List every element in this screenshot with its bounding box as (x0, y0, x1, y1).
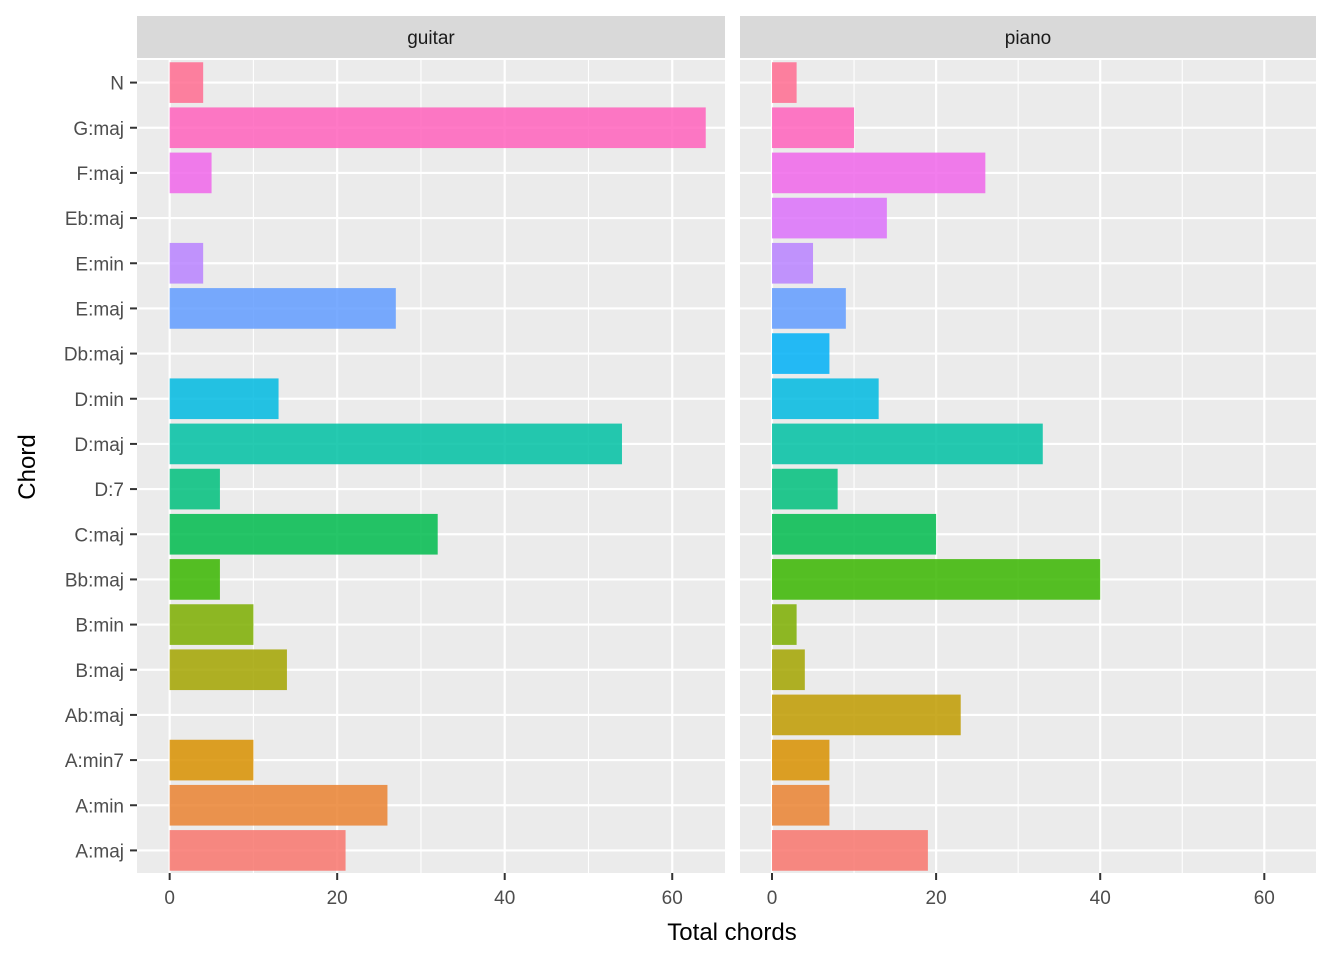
bar-guitar-B:maj (169, 649, 287, 691)
x-tick-label: 20 (926, 888, 947, 909)
bar-piano-D:7 (772, 468, 838, 510)
y-tick-label: Bb:maj (65, 570, 124, 591)
y-tick-label: F:maj (77, 164, 125, 185)
facet-panel-piano: piano 0 20 40 60 (740, 16, 1316, 909)
bar-guitar-E:maj (169, 288, 396, 329)
y-tick-label: A:maj (75, 841, 124, 862)
x-tick-label: 0 (767, 888, 778, 909)
bar-guitar-E:min (169, 242, 204, 284)
y-tick-label: B:maj (75, 661, 124, 682)
y-tick-label: E:min (75, 254, 124, 275)
bar-guitar-G:maj (169, 107, 706, 149)
x-tick-label: 60 (1254, 888, 1275, 909)
y-tick-label: B:min (75, 616, 124, 637)
y-tick-label: A:min (75, 796, 124, 817)
bar-piano-A:min (772, 784, 830, 826)
y-tick-label: G:maj (73, 119, 124, 140)
panel-background (137, 60, 725, 873)
bar-piano-B:min (772, 604, 797, 645)
y-tick-label: Ab:maj (65, 706, 124, 727)
bar-piano-G:maj (772, 107, 855, 149)
facet-strip-label: piano (1005, 28, 1052, 49)
bar-guitar-D:min (169, 378, 279, 420)
y-tick-label: N (110, 74, 124, 95)
facet-panel-guitar: guitar 0 20 40 60 (137, 16, 725, 909)
y-axis-title: Chord (14, 434, 41, 499)
facet-strip (137, 16, 725, 58)
bar-guitar-F:maj (169, 152, 212, 194)
bar-piano-Ab:maj (772, 694, 961, 736)
bar-piano-Eb:maj (772, 197, 887, 239)
bar-piano-E:maj (772, 288, 846, 329)
bar-guitar-N (169, 62, 204, 103)
bar-piano-Bb:maj (772, 559, 1101, 600)
x-tick-label: 40 (494, 888, 515, 909)
facets-layer: guitar 0 20 40 60 piano 0 20 40 60 (137, 16, 1316, 909)
bar-piano-D:min (772, 378, 879, 420)
bar-guitar-B:min (169, 604, 254, 645)
bar-guitar-A:min7 (169, 739, 254, 781)
y-tick-label: D:min (74, 390, 124, 411)
bar-guitar-D:maj (169, 423, 622, 465)
bar-guitar-C:maj (169, 513, 438, 555)
bar-guitar-A:min (169, 784, 388, 826)
x-tick-label: 60 (662, 888, 683, 909)
facet-strip (740, 16, 1316, 58)
y-tick-label: D:7 (94, 480, 124, 501)
y-tick-label: E:maj (75, 299, 124, 320)
y-axis: A:maj A:min A:min7 Ab:maj B:maj B:min Bb:maj C:… (64, 74, 137, 862)
x-tick-label: 0 (164, 888, 175, 909)
bar-guitar-A:maj (169, 830, 346, 871)
panel-background (740, 60, 1316, 873)
y-tick-label: Db:maj (64, 345, 124, 366)
y-tick-label: C:maj (74, 525, 124, 546)
bar-piano-C:maj (772, 513, 937, 555)
x-tick-label: 40 (1090, 888, 1111, 909)
x-tick-label: 20 (327, 888, 348, 909)
facet-strip-label: guitar (407, 28, 455, 49)
y-tick-label: A:min7 (65, 751, 124, 772)
bar-piano-A:maj (772, 830, 928, 871)
bar-piano-D:maj (772, 423, 1043, 465)
y-tick-label: D:maj (74, 435, 124, 456)
bar-piano-Db:maj (772, 333, 830, 374)
bar-guitar-Bb:maj (169, 559, 220, 600)
bar-piano-N (772, 62, 797, 103)
bar-piano-F:maj (772, 152, 986, 194)
bar-piano-A:min7 (772, 739, 830, 781)
x-axis-title: Total chords (667, 919, 796, 946)
y-tick-label: Eb:maj (65, 209, 124, 230)
bar-piano-E:min (772, 242, 814, 284)
bar-piano-B:maj (772, 649, 805, 691)
bar-guitar-D:7 (169, 468, 220, 510)
